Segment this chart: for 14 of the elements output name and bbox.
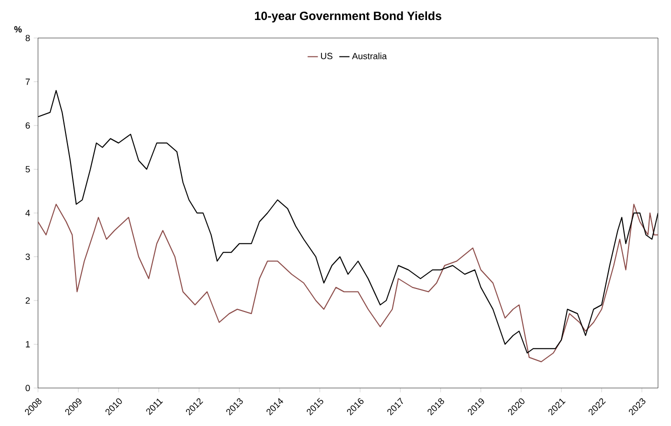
y-tick-label: 6: [26, 122, 30, 129]
y-tick-label: 2: [26, 297, 30, 304]
y-tick-label: 0: [26, 384, 30, 392]
y-tick-label: 4: [25, 210, 30, 216]
y-tick-label: 1: [26, 341, 30, 348]
line-series: [38, 204, 658, 362]
legend-label: Australia: [352, 52, 387, 60]
y-axis-title: %: [14, 26, 22, 32]
y-tick-label: 8: [26, 34, 30, 42]
y-tick-label: 7: [26, 78, 30, 85]
legend-label: US: [321, 52, 332, 60]
chart-title: 10-year Government Bond Yields: [254, 11, 442, 22]
y-tick-label: 5: [26, 166, 30, 172]
y-tick-label: 3: [26, 254, 30, 260]
